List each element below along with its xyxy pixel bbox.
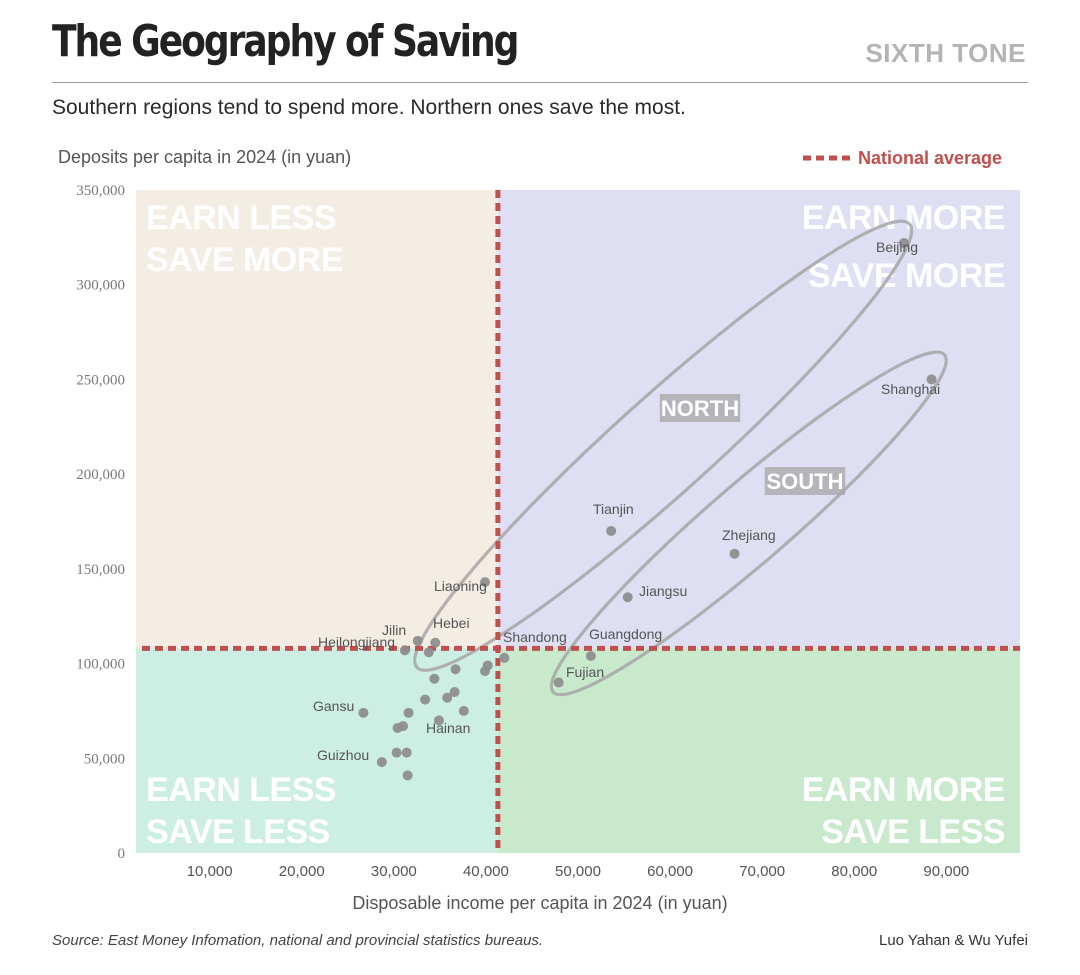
point-label-beijing: Beijing xyxy=(876,239,918,255)
point-label-heilongjiang: Heilongjiang xyxy=(318,634,395,650)
point-beijing xyxy=(898,238,909,249)
author-credit: Luo Yahan & Wu Yufei xyxy=(878,932,1028,949)
quadrant-label-save-more: SAVE MORE xyxy=(808,257,1005,295)
y-tick-label: 0 xyxy=(118,846,126,862)
chart-title: The Geography of Saving xyxy=(52,16,519,67)
x-tick-label: 80,000 xyxy=(831,863,877,880)
y-tick-label: 150,000 xyxy=(76,562,125,578)
quadrant-label-earn-more: EARN MORE xyxy=(802,771,1005,809)
national-average-lines xyxy=(142,190,1020,853)
group-label-bg-north xyxy=(659,394,741,422)
quadrant-label-earn-less: EARN LESS xyxy=(146,771,336,809)
point-gansu xyxy=(358,707,369,718)
point-province xyxy=(401,747,412,758)
y-tick-label: 300,000 xyxy=(76,278,125,294)
x-tick-label: 40,000 xyxy=(463,863,509,880)
point-liaoning xyxy=(479,577,490,588)
legend-label: National average xyxy=(858,148,1002,168)
title-divider xyxy=(52,82,1028,83)
y-tick-label: 350,000 xyxy=(76,183,125,199)
point-zhejiang xyxy=(729,548,740,559)
source-note: Source: East Money Infomation, national … xyxy=(52,932,544,949)
quadrant-earn-more-save-more xyxy=(497,190,1020,649)
point-heilongjiang xyxy=(399,645,410,656)
point-label-shanghai: Shanghai xyxy=(881,381,940,397)
x-tick-label: 30,000 xyxy=(371,863,417,880)
point-label-hainan: Hainan xyxy=(426,720,470,736)
point-label-fujian: Fujian xyxy=(566,664,604,680)
point-label-jilin: Jilin xyxy=(382,622,406,638)
y-tick-label: 250,000 xyxy=(76,372,125,388)
y-tick-label: 50,000 xyxy=(84,751,125,767)
quadrant-label-earn-less: EARN LESS xyxy=(146,199,336,237)
x-axis-title: Disposable income per capita in 2024 (in… xyxy=(352,893,727,913)
legend: National average xyxy=(803,148,1002,168)
point-guizhou xyxy=(376,757,387,768)
point-province xyxy=(442,692,453,703)
ellipse-south xyxy=(549,350,948,697)
chart-subtitle: Southern regions tend to spend more. Nor… xyxy=(52,96,686,119)
point-label-liaoning: Liaoning xyxy=(434,578,487,594)
x-tick-label: 70,000 xyxy=(739,863,785,880)
point-province xyxy=(391,747,402,758)
point-hainan xyxy=(433,715,444,726)
y-tick-label: 200,000 xyxy=(76,467,125,483)
data-points xyxy=(358,238,937,781)
point-shandong xyxy=(499,652,510,663)
x-tick-label: 10,000 xyxy=(187,863,233,880)
point-province xyxy=(429,673,440,684)
point-province xyxy=(403,707,414,718)
point-province xyxy=(450,664,461,675)
axes: 0 50,000 100,000 150,000 200,000 250,000 300,0… xyxy=(58,147,969,913)
quadrant-earn-more-save-less xyxy=(497,648,1020,853)
point-province xyxy=(458,705,469,716)
group-label-south: SOUTH xyxy=(767,469,844,494)
brand-logo: SIXTH TONE xyxy=(865,38,1026,68)
x-tick-label: 90,000 xyxy=(923,863,969,880)
point-label-guangdong: Guangdong xyxy=(589,626,662,642)
point-tianjin xyxy=(606,525,617,536)
point-label-gansu: Gansu xyxy=(313,698,354,714)
group-label-bg-south xyxy=(764,467,846,495)
x-tick-label: 60,000 xyxy=(647,863,693,880)
point-label-tianjin: Tianjin xyxy=(593,501,634,517)
point-label-guizhou: Guizhou xyxy=(317,747,369,763)
y-axis-title: Deposits per capita in 2024 (in yuan) xyxy=(58,147,351,167)
point-province xyxy=(482,660,493,671)
point-province xyxy=(402,770,413,781)
quadrant-label-save-less: SAVE LESS xyxy=(146,813,330,851)
group-ellipses xyxy=(413,219,948,697)
quadrant-label-save-less: SAVE LESS xyxy=(821,813,1005,851)
point-province xyxy=(449,686,460,697)
point-jiangsu xyxy=(622,592,633,603)
ellipse-north xyxy=(413,219,914,672)
point-fujian xyxy=(553,677,564,688)
point-hebei xyxy=(430,637,441,648)
x-tick-label: 50,000 xyxy=(555,863,601,880)
point-label-shandong: Shandong xyxy=(503,629,567,645)
quadrant-backgrounds xyxy=(136,190,1020,853)
point-province xyxy=(392,722,403,733)
quadrant-earn-less-save-more xyxy=(136,190,498,649)
point-province xyxy=(423,647,434,658)
point-shanghai xyxy=(926,374,937,385)
point-label-hebei: Hebei xyxy=(433,615,470,631)
quadrant-label-earn-more: EARN MORE xyxy=(802,199,1005,237)
point-province xyxy=(420,694,431,705)
quadrant-label-save-more: SAVE MORE xyxy=(146,241,343,279)
x-tick-label: 20,000 xyxy=(279,863,325,880)
point-jilin xyxy=(412,635,423,646)
group-label-north: NORTH xyxy=(661,396,739,421)
group-labels: NORTH SOUTH xyxy=(659,394,846,495)
quadrant-labels: EARN LESS SAVE MORE EARN MORE SAVE MORE EARN… xyxy=(146,199,1006,851)
point-label-jiangsu: Jiangsu xyxy=(639,583,687,599)
point-label-zhejiang: Zhejiang xyxy=(722,527,776,543)
point-labels: Beijing Shanghai Tianjin Zhejiang Jiangsu Lia… xyxy=(313,239,940,763)
point-guangdong xyxy=(585,650,596,661)
y-tick-label: 100,000 xyxy=(76,657,125,673)
